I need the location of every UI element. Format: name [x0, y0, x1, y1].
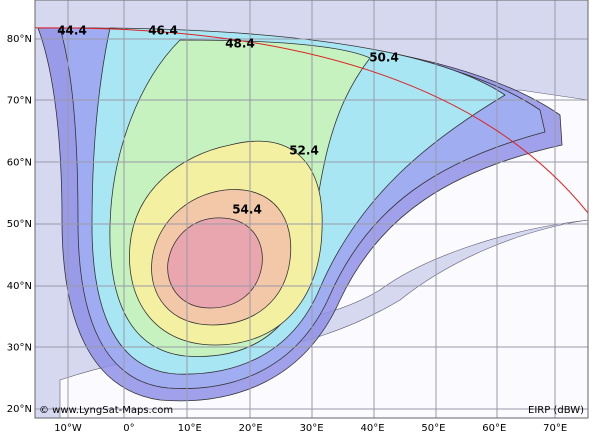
graticule — [35, 0, 588, 418]
lon-label: 20°E — [239, 423, 263, 434]
legend-label: EIRP (dBW) — [528, 405, 584, 416]
lon-label: 70°E — [543, 423, 567, 434]
contour-label: 48.4 — [225, 37, 255, 51]
lon-label: 30°E — [300, 423, 324, 434]
lat-label: 70°N — [7, 96, 32, 107]
contour-label: 50.4 — [369, 51, 399, 65]
lon-label: 40°E — [360, 423, 384, 434]
map-area: 44.4 46.4 48.4 50.4 52.4 54.4 © www.Lyng… — [35, 0, 588, 418]
lat-label: 80°N — [7, 34, 32, 45]
contour-label: 52.4 — [289, 144, 319, 158]
visibility-edge — [35, 27, 588, 214]
credit: © www.LyngSat-Maps.com — [39, 405, 173, 416]
lat-label: 50°N — [7, 219, 32, 230]
contour-label: 46.4 — [148, 24, 178, 38]
contour — [167, 217, 263, 309]
lon-labels: 10°W 0° 10°E 20°E 30°E 40°E 50°E 60°E 70°E — [54, 423, 567, 434]
contour-label: 44.4 — [57, 24, 87, 38]
lat-label: 40°N — [7, 281, 32, 292]
lon-label: 50°E — [421, 423, 445, 434]
lat-label: 60°N — [7, 157, 32, 168]
contour-label: 54.4 — [232, 203, 262, 217]
lat-label: 20°N — [7, 404, 32, 415]
map-border — [34, 0, 589, 419]
lat-label: 30°N — [7, 343, 32, 354]
lat-labels: 80°N 70°N 60°N 50°N 40°N 30°N 20°N — [7, 34, 32, 415]
lon-label: 60°E — [482, 423, 506, 434]
lon-label: 10°W — [54, 423, 82, 434]
lon-label: 0° — [123, 423, 134, 434]
lon-label: 10°E — [178, 423, 202, 434]
